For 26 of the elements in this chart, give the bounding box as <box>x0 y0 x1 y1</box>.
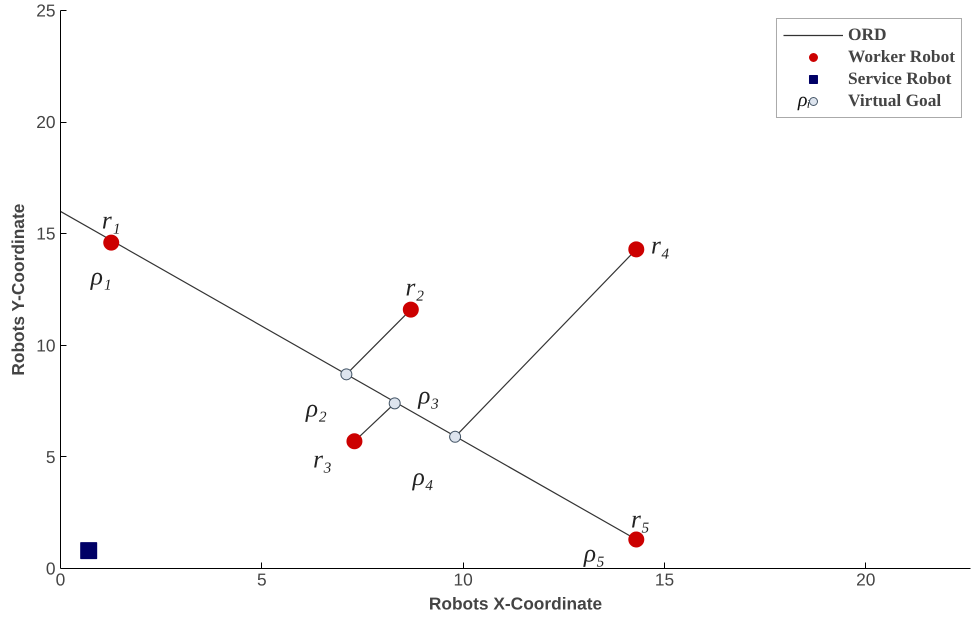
annotation: ρ₃ <box>417 381 440 410</box>
x-tick-label: 10 <box>454 570 473 590</box>
annotation: r₄ <box>650 231 670 260</box>
y-axis-title: Robots Y-Coordinate <box>8 203 28 376</box>
legend-label: Worker Robot <box>848 47 955 67</box>
y-tick-label: 20 <box>36 112 56 132</box>
legend-label: Virtual Goal <box>848 91 942 111</box>
y-tick-label: 15 <box>36 224 56 244</box>
annotation: ρ₁ <box>90 262 112 291</box>
annotation: ρ₄ <box>412 462 434 491</box>
y-tick-label: 25 <box>36 0 56 20</box>
legend-label: ORD <box>848 25 886 45</box>
x-tick-label: 5 <box>257 570 267 590</box>
annotation: ρ₅ <box>582 539 605 568</box>
x-tick-label: 15 <box>654 570 674 590</box>
x-axis-title: Robots X-Coordinate <box>428 594 602 614</box>
y-tick-label: 5 <box>46 446 56 467</box>
annotation: r₃ <box>313 445 332 474</box>
annotation: ρ₂ <box>304 394 328 422</box>
annotation: r₁ <box>102 206 121 235</box>
x-tick-label: 20 <box>856 570 876 590</box>
annotation: ρᵢ <box>796 88 811 111</box>
y-tick-label: 10 <box>36 335 56 356</box>
annotation: r₅ <box>630 505 650 534</box>
legend-label: Service Robot <box>848 69 952 89</box>
annotation: r₂ <box>405 274 424 302</box>
